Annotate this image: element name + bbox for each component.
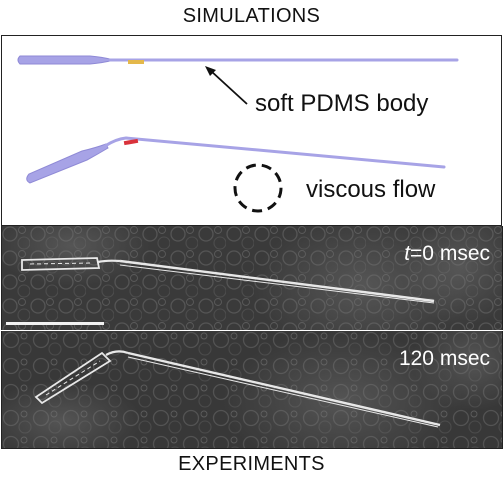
experiment-frame-1: t=0 msec bbox=[1, 226, 503, 330]
experiment-image-1 bbox=[2, 226, 502, 330]
straight-swimmer-marker bbox=[128, 60, 144, 64]
simulation-drawing bbox=[17, 55, 459, 213]
bent-swimmer-tail bbox=[103, 136, 446, 169]
bent-swimmer-marker bbox=[123, 138, 139, 146]
viscous-flow-circle bbox=[233, 163, 283, 213]
bent-swimmer-head bbox=[26, 143, 109, 184]
scale-bar bbox=[6, 322, 104, 325]
simulation-panel: soft PDMS body viscous flow bbox=[1, 35, 502, 226]
simulations-heading: SIMULATIONS bbox=[182, 5, 321, 27]
straight-swimmer-head bbox=[17, 55, 113, 65]
time-value-start: =0 msec bbox=[410, 242, 490, 265]
bent-swimmer bbox=[26, 136, 446, 184]
experiment-image-2 bbox=[2, 331, 502, 448]
straight-swimmer bbox=[17, 55, 459, 65]
body-arrow bbox=[205, 66, 248, 105]
soft-pdms-body-label: soft PDMS body bbox=[255, 90, 429, 117]
experiment-frame-2: 120 msec bbox=[1, 331, 503, 449]
viscous-flow-label: viscous flow bbox=[306, 176, 436, 203]
time-label-later: 120 msec bbox=[398, 347, 490, 370]
experiment-swimmer-2 bbox=[34, 350, 441, 428]
time-label-start: t=0 msec bbox=[404, 242, 490, 266]
experiment-swimmer-1 bbox=[21, 257, 435, 304]
time-variable: t bbox=[404, 242, 411, 265]
experiments-heading: EXPERIMENTS bbox=[178, 453, 325, 475]
